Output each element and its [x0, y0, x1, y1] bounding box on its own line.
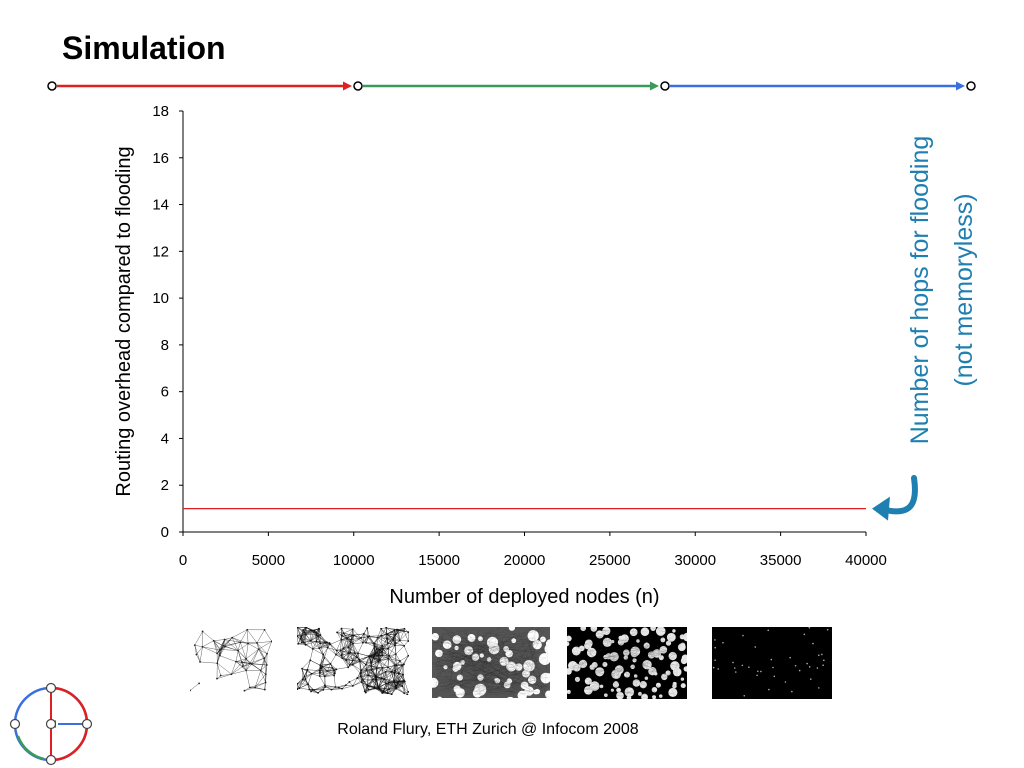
annotation-arrow: [881, 475, 918, 515]
y-tick-label: 2: [161, 477, 169, 494]
x-axis-label: Number of deployed nodes (n): [389, 586, 659, 608]
y-tick-label: 16: [152, 150, 169, 167]
network-thumbnail-medium: [432, 627, 550, 698]
progress-node: [47, 81, 57, 91]
x-tick-label: 5000: [252, 552, 285, 569]
network-thumbnail-very-dense: [712, 627, 832, 699]
y-tick-label: 18: [152, 103, 169, 120]
y-tick-label: 0: [161, 524, 169, 541]
logo-icon: [9, 682, 93, 766]
footer-text: Roland Flury, ETH Zurich @ Infocom 2008: [337, 721, 639, 738]
x-tick-label: 15000: [418, 552, 460, 569]
y-axis-label: Routing overhead compared to flooding: [113, 146, 135, 496]
progress-arrowhead: [343, 81, 352, 91]
y-tick-label: 14: [152, 197, 169, 214]
y-tick-label: 4: [161, 430, 169, 447]
x-tick-label: 25000: [589, 552, 631, 569]
slide-title: Simulation: [62, 30, 226, 66]
progress-bar: [47, 81, 976, 91]
annotation-line: Number of hops for flooding: [906, 136, 934, 445]
y-tick-label: 6: [161, 384, 169, 401]
y-tick-label: 10: [152, 290, 169, 307]
annotation-arrowhead: [872, 496, 890, 521]
progress-node: [353, 81, 363, 91]
progress-node: [966, 81, 976, 91]
x-tick-label: 35000: [760, 552, 802, 569]
x-tick-label: 30000: [674, 552, 716, 569]
x-tick-label: 0: [179, 552, 187, 569]
y-tick-label: 8: [161, 337, 169, 354]
progress-arrowhead: [650, 81, 659, 91]
chart: 0 2 4 6 8 10 12 14 16 18 0 5000 10000 15000 20000 25000…: [113, 103, 978, 608]
network-thumbnail-dense: [567, 627, 687, 699]
x-tick-label: 40000: [845, 552, 887, 569]
progress-node: [660, 81, 670, 91]
x-tick-label: 20000: [504, 552, 546, 569]
annotation-line: (not memoryless): [950, 193, 978, 386]
x-tick-label: 10000: [333, 552, 375, 569]
progress-arrowhead: [956, 81, 965, 91]
annotation-text: Number of hops for flooding (not memoryle…: [906, 136, 978, 445]
network-thumbnail-sparse: [190, 626, 272, 696]
network-thumbnail-light: [297, 627, 409, 695]
y-tick-label: 12: [152, 243, 169, 260]
